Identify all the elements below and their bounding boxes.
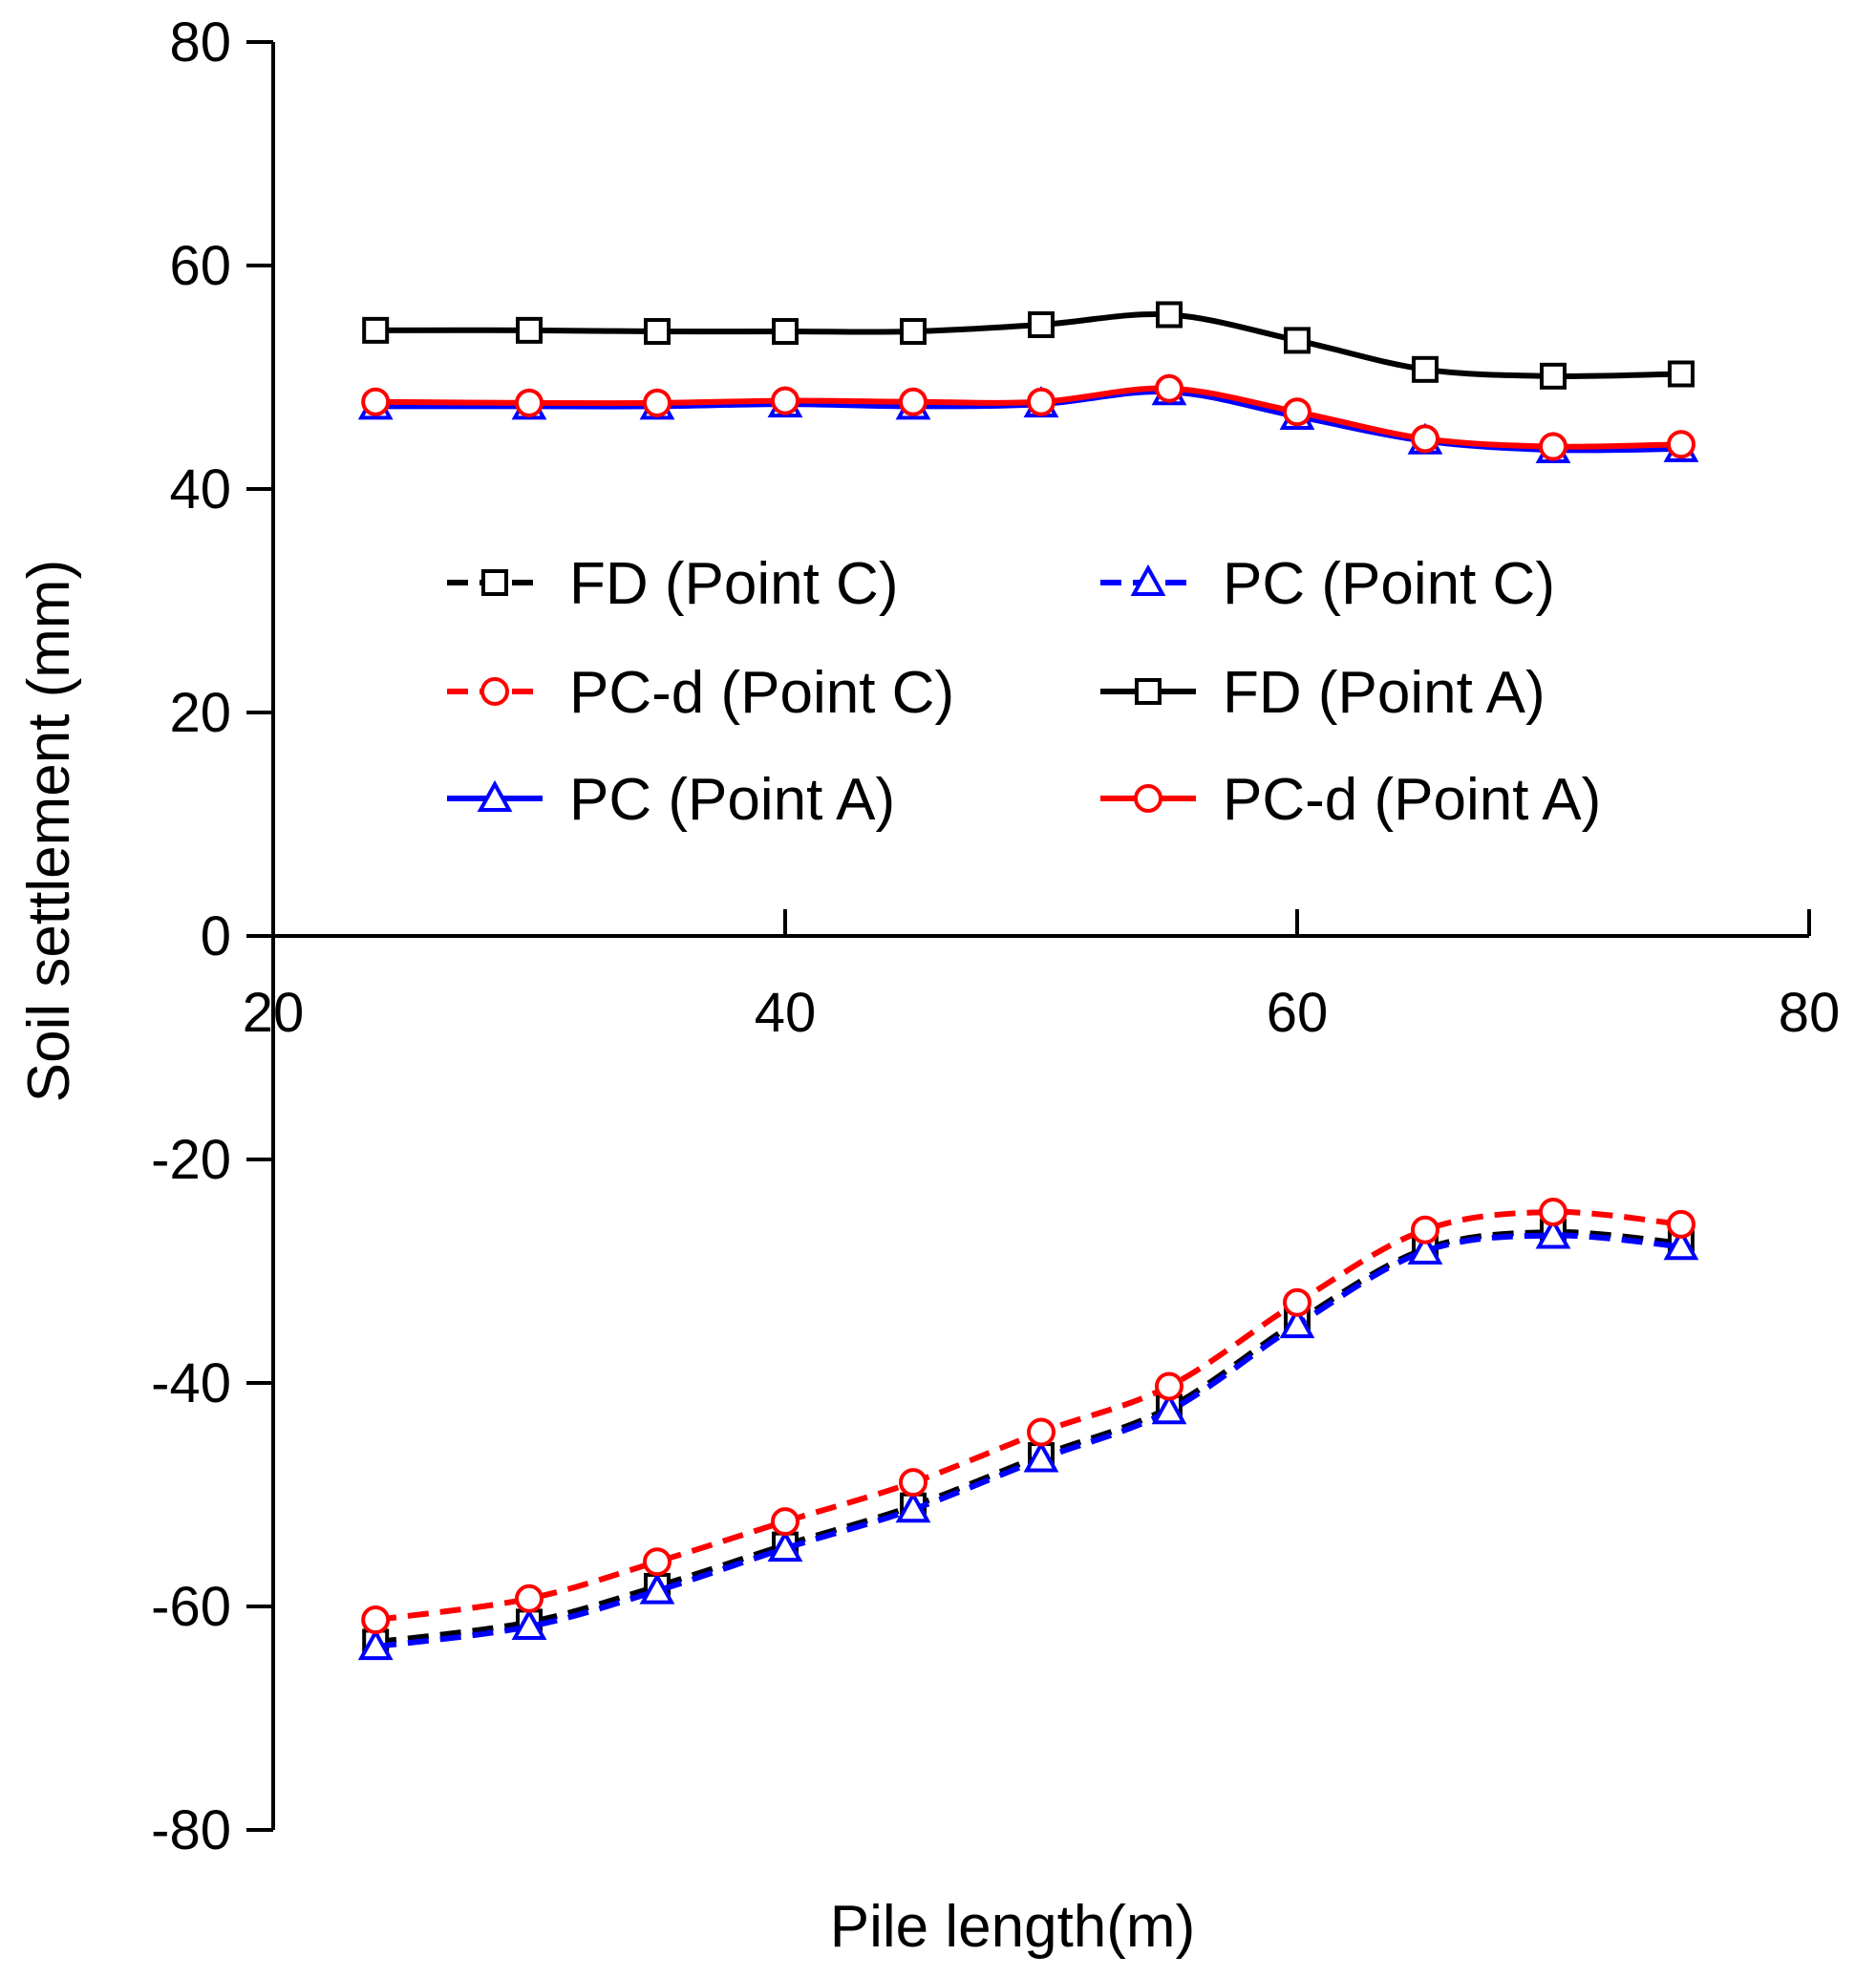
data-point: [1283, 397, 1311, 427]
data-point: [515, 388, 544, 417]
y-tick-label: 20: [169, 682, 231, 744]
data-point: [1283, 1287, 1311, 1317]
data-point: [1027, 387, 1055, 416]
data-point: [1028, 311, 1055, 339]
data-point: [1407, 1232, 1443, 1265]
legend-label: FD (Point C): [569, 551, 898, 617]
data-point: [1279, 1307, 1315, 1339]
y-tick-label: -80: [151, 1799, 231, 1861]
series-pc-d-point-a: [361, 373, 1695, 461]
data-point: [1663, 1228, 1699, 1261]
data-point: [644, 318, 671, 346]
legend: FD (Point C) PC (Point C) PC-d (Point C) FD…: [447, 551, 1601, 833]
y-tick-label: 80: [169, 11, 231, 74]
legend-entry: FD (Point A): [1100, 660, 1546, 726]
data-point: [899, 1468, 927, 1498]
series-layer: [357, 301, 1699, 1661]
data-point: [361, 1605, 391, 1635]
data-point: [639, 1572, 675, 1605]
data-point: [1155, 373, 1183, 403]
y-tick-label: -60: [151, 1576, 231, 1638]
x-tick-label: 80: [1779, 982, 1841, 1044]
data-point: [1155, 1371, 1183, 1401]
legend-marker: [1130, 563, 1166, 596]
data-point: [643, 388, 672, 417]
data-point: [1535, 1217, 1571, 1249]
legend-entry: PC (Point C): [1100, 551, 1555, 617]
data-point: [1412, 355, 1439, 383]
data-point: [1667, 430, 1695, 459]
data-point: [1027, 1417, 1055, 1447]
legend-label: FD (Point A): [1223, 660, 1546, 726]
data-point: [1539, 432, 1567, 461]
data-point: [516, 316, 543, 344]
data-point: [1151, 1392, 1187, 1425]
legend-entry: PC (Point A): [447, 767, 895, 833]
data-point: [362, 316, 390, 344]
series-pc-point-c: [357, 1217, 1699, 1661]
y-tick-label: -40: [151, 1352, 231, 1414]
data-point: [1411, 424, 1439, 454]
data-point: [643, 1547, 672, 1577]
data-point: [900, 318, 927, 346]
y-tick-label: -20: [151, 1129, 231, 1191]
data-point: [1156, 301, 1183, 329]
series-pc-d-point-c: [361, 1197, 1695, 1635]
legend-entry: FD (Point C): [447, 551, 898, 617]
legend-label: PC-d (Point A): [1223, 767, 1601, 833]
data-point: [1284, 327, 1311, 354]
legend-marker: [477, 779, 513, 812]
data-point: [1668, 360, 1695, 388]
data-point: [772, 318, 799, 346]
x-tick-label: 40: [755, 982, 817, 1044]
legend-marker: [1135, 678, 1162, 705]
y-axis-title: Soil settlement (mm): [16, 560, 82, 1102]
legend-label: PC (Point A): [569, 767, 895, 833]
y-tick-label: 0: [201, 905, 231, 967]
data-point: [767, 1530, 803, 1562]
data-point: [771, 1507, 799, 1537]
data-point: [1540, 362, 1567, 390]
x-tick-label: 20: [243, 982, 305, 1044]
legend-marker: [1134, 784, 1162, 813]
legend-label: PC-d (Point C): [569, 660, 954, 726]
data-point: [361, 387, 391, 416]
data-point: [1023, 1440, 1059, 1473]
x-tick-label: 60: [1267, 982, 1329, 1044]
data-point: [899, 387, 927, 416]
legend-marker: [481, 569, 508, 596]
data-point: [515, 1584, 544, 1613]
legend-marker: [480, 677, 509, 706]
legend-entry: PC-d (Point C): [447, 660, 954, 726]
legend-label: PC (Point C): [1223, 551, 1555, 617]
legend-entry: PC-d (Point A): [1100, 767, 1601, 833]
data-point: [1667, 1209, 1695, 1239]
data-point: [895, 1491, 931, 1523]
series-fd-point-a: [362, 301, 1695, 390]
data-point: [1539, 1197, 1567, 1226]
y-tick-label: 60: [169, 235, 231, 297]
data-point: [771, 386, 799, 415]
data-point: [511, 1607, 547, 1641]
y-tick-label: 40: [169, 458, 231, 521]
data-point: [1411, 1215, 1439, 1244]
x-axis-title: Pile length(m): [830, 1894, 1195, 1960]
data-point: [357, 1628, 394, 1661]
